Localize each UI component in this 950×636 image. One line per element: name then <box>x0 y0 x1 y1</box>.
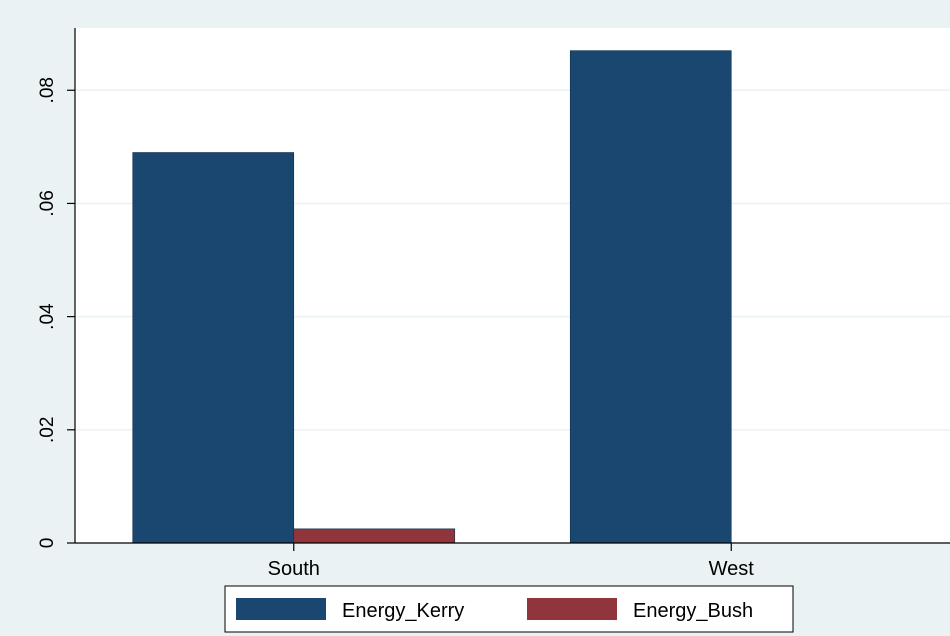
legend-label-bush: Energy_Bush <box>633 600 753 622</box>
y-tick-label: .06 <box>37 190 58 216</box>
y-tick-label: .08 <box>37 77 58 103</box>
legend-label-kerry: Energy_Kerry <box>342 600 464 622</box>
bars <box>132 50 732 544</box>
y-axis-ticks: 0 .02 .04 .06 .08 <box>37 77 75 548</box>
legend-swatch-bush <box>527 598 617 620</box>
bar-energy-kerry-south <box>132 152 295 544</box>
legend-box <box>224 585 794 633</box>
legend: Energy_Kerry Energy_Bush <box>224 585 794 633</box>
y-tick-label: 0 <box>37 538 58 549</box>
y-tick-label: .04 <box>37 303 58 330</box>
x-category-label: South <box>268 558 320 580</box>
legend-swatch-kerry <box>236 598 326 620</box>
bar-energy-kerry-west <box>569 50 732 544</box>
x-category-label: West <box>709 558 755 580</box>
x-axis-labels: South West <box>268 543 755 580</box>
bar-energy-bush-south <box>293 528 456 544</box>
y-tick-label: .02 <box>37 417 58 443</box>
